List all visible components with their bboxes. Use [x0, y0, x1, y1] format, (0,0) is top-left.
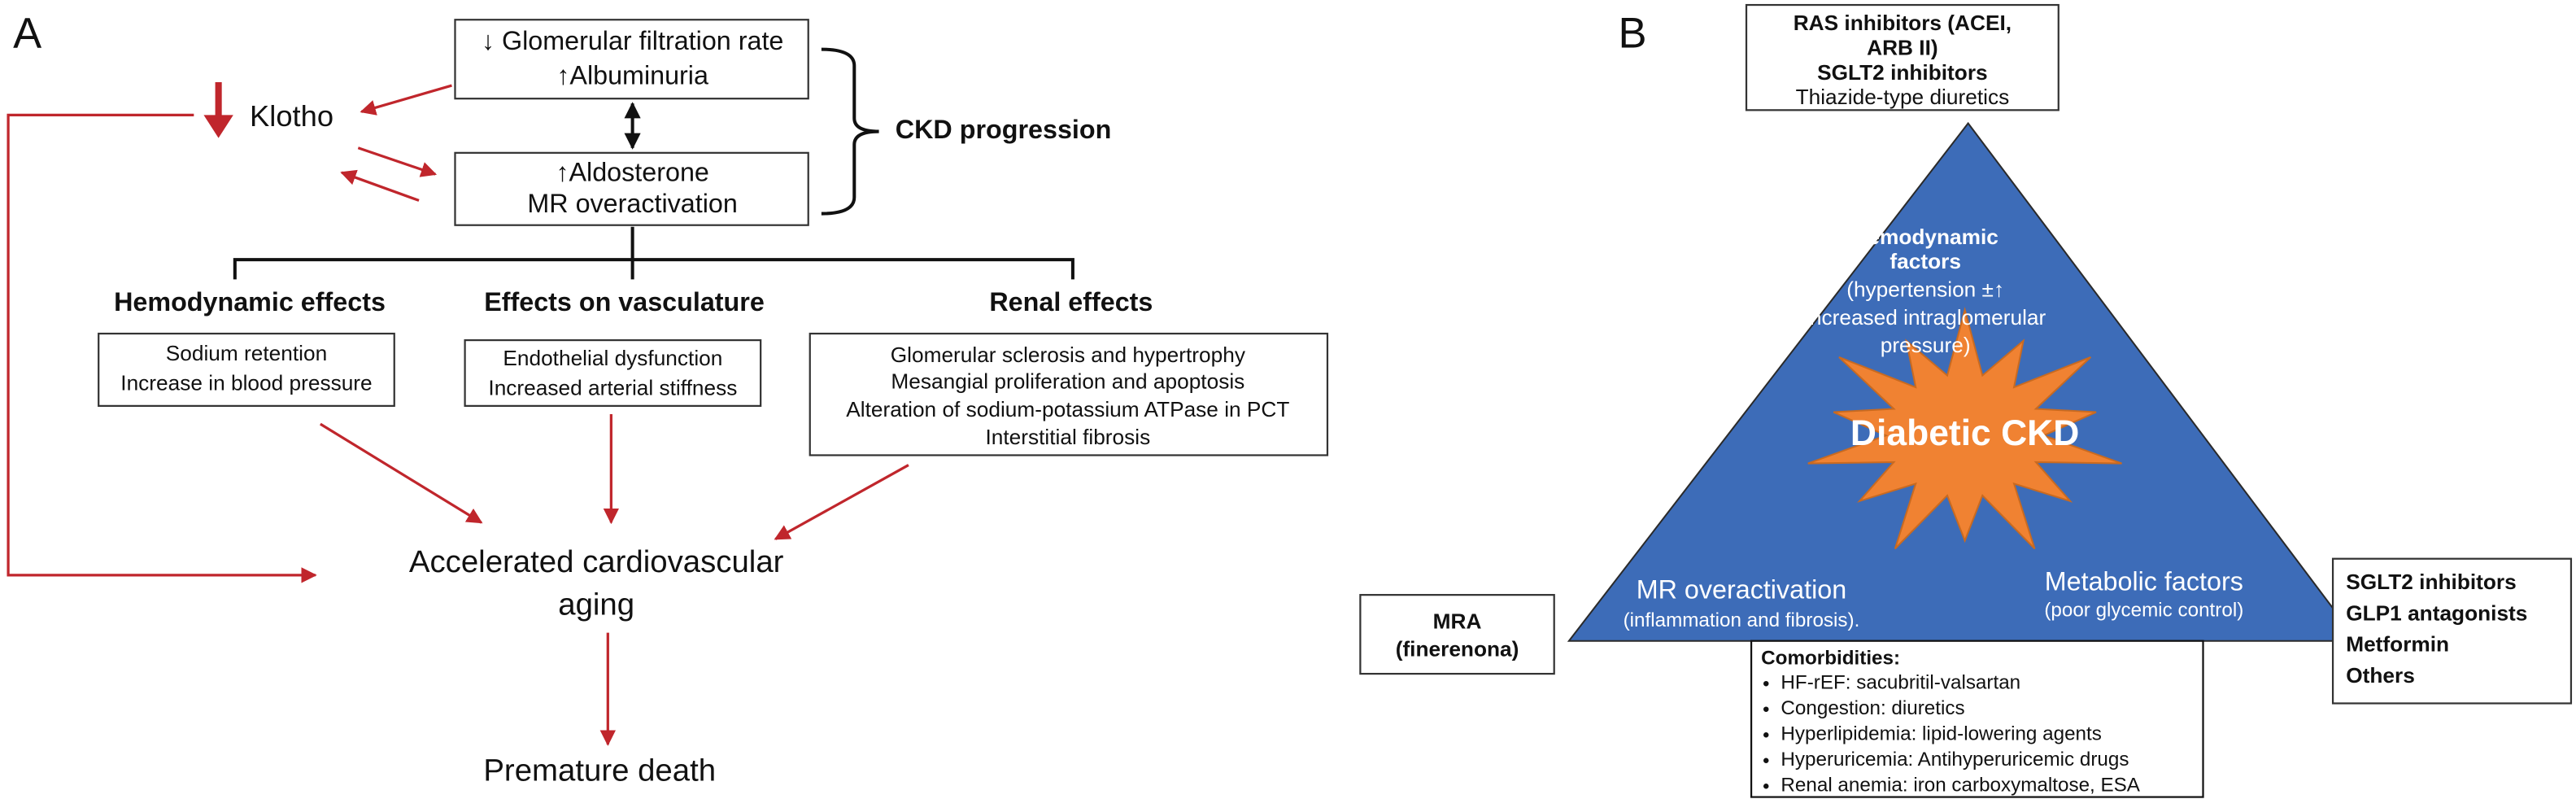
- box: [1359, 594, 1555, 675]
- label: (poor glycemic control): [2044, 600, 2243, 622]
- label: Hemodynamic: [1852, 225, 1998, 249]
- bullet: [1763, 680, 1769, 687]
- box-text: Sodium retention: [166, 341, 327, 365]
- down-arrow-head: [203, 115, 233, 138]
- list: HF-rEF: sacubritil-valsartan Congestion: …: [1763, 672, 2141, 797]
- box: [1750, 640, 2204, 798]
- box-text: Metformin: [2346, 632, 2449, 657]
- list-item: Renal anemia: iron carboxymaltose, ESA: [1781, 775, 2140, 797]
- box-text: Alteration of sodium-potassium ATPase in…: [846, 397, 1289, 421]
- box-text: SGLT2 inhibitors: [1817, 60, 1988, 85]
- bullet: [1763, 706, 1769, 712]
- label: Klotho: [250, 99, 333, 133]
- heading: Hemodynamic effects: [114, 287, 386, 317]
- arrow: [774, 464, 909, 540]
- box-text: ARB II): [1867, 36, 1938, 60]
- outcome: Premature death: [483, 753, 716, 788]
- label: MR overactivation: [1637, 575, 1846, 605]
- box: [454, 19, 809, 100]
- box-text: Increase in blood pressure: [120, 371, 372, 395]
- center-label: Diabetic CKD: [1850, 413, 2079, 453]
- arrow: [340, 169, 420, 202]
- box-text: MR overactivation: [527, 189, 737, 218]
- box-text: Thiazide-type diuretics: [1796, 85, 2010, 109]
- label: factors: [1890, 249, 1961, 273]
- box: [98, 332, 395, 407]
- heading: Renal effects: [989, 287, 1153, 317]
- list-item: HF-rEF: sacubritil-valsartan: [1781, 672, 2020, 694]
- heading: Effects on vasculature: [484, 287, 765, 317]
- arrow: [360, 84, 452, 116]
- label: pressure): [1881, 333, 1971, 357]
- box-text: ↑Albuminuria: [556, 60, 708, 90]
- panel-label: A: [13, 9, 41, 57]
- bullet: [1763, 784, 1769, 789]
- star: [1807, 307, 2122, 550]
- box: [464, 338, 762, 407]
- arrow: [7, 113, 317, 583]
- panel-a: A ↓ Glomerular filtration rate ↑Albuminu…: [7, 9, 1329, 788]
- list-item: Hyperlipidemia: lipid-lowering agents: [1781, 723, 2101, 745]
- box-text: SGLT2 inhibitors: [2346, 570, 2517, 594]
- box-text: Glomerular sclerosis and hypertrophy: [891, 343, 1246, 367]
- box-text: RAS inhibitors (ACEI,: [1794, 11, 2012, 35]
- bullet: [1763, 758, 1769, 763]
- box-text: GLP1 antagonists: [2346, 600, 2527, 625]
- box: [2331, 557, 2573, 705]
- label: (hypertension ±↑: [1846, 277, 2004, 301]
- box-text: ↓ Glomerular filtration rate: [482, 26, 784, 55]
- label: (inflammation and fibrosis).: [1624, 609, 1860, 631]
- label: CKD progression: [896, 115, 1112, 144]
- arrow: [320, 422, 483, 524]
- box-text: Interstitial fibrosis: [985, 425, 1150, 449]
- panel-label: B: [1618, 9, 1646, 57]
- label: increased intraglomerular: [1805, 305, 2046, 330]
- box: [809, 332, 1329, 456]
- bullet: [1763, 731, 1769, 738]
- label: Metabolic factors: [2045, 567, 2243, 596]
- box-text: (finerenona): [1396, 637, 1519, 661]
- box-text: Others: [2346, 663, 2415, 688]
- panel-b: B RAS inhibitors (ACEI, ARB II) SGLT2 in…: [1359, 3, 2573, 798]
- box-text: ↑Aldosterone: [556, 158, 709, 187]
- outcome: Accelerated cardiovascular: [409, 544, 784, 579]
- list-item: Congestion: diuretics: [1781, 697, 1964, 719]
- box-text: Increased arterial stiffness: [488, 376, 737, 400]
- box-text: Mesangial proliferation and apoptosis: [891, 369, 1244, 394]
- box-text: MRA: [1433, 609, 1482, 633]
- tree: [233, 226, 1074, 280]
- box: [1745, 3, 2059, 111]
- arrow: [357, 146, 438, 177]
- list-item: Hyperuricemia: Antihyperuricemic drugs: [1781, 749, 2129, 771]
- box-text: Endothelial dysfunction: [503, 346, 722, 370]
- brace: [821, 47, 879, 216]
- box: [454, 151, 809, 226]
- box-title: Comorbidities:: [1761, 647, 1900, 669]
- outcome: aging: [558, 587, 634, 622]
